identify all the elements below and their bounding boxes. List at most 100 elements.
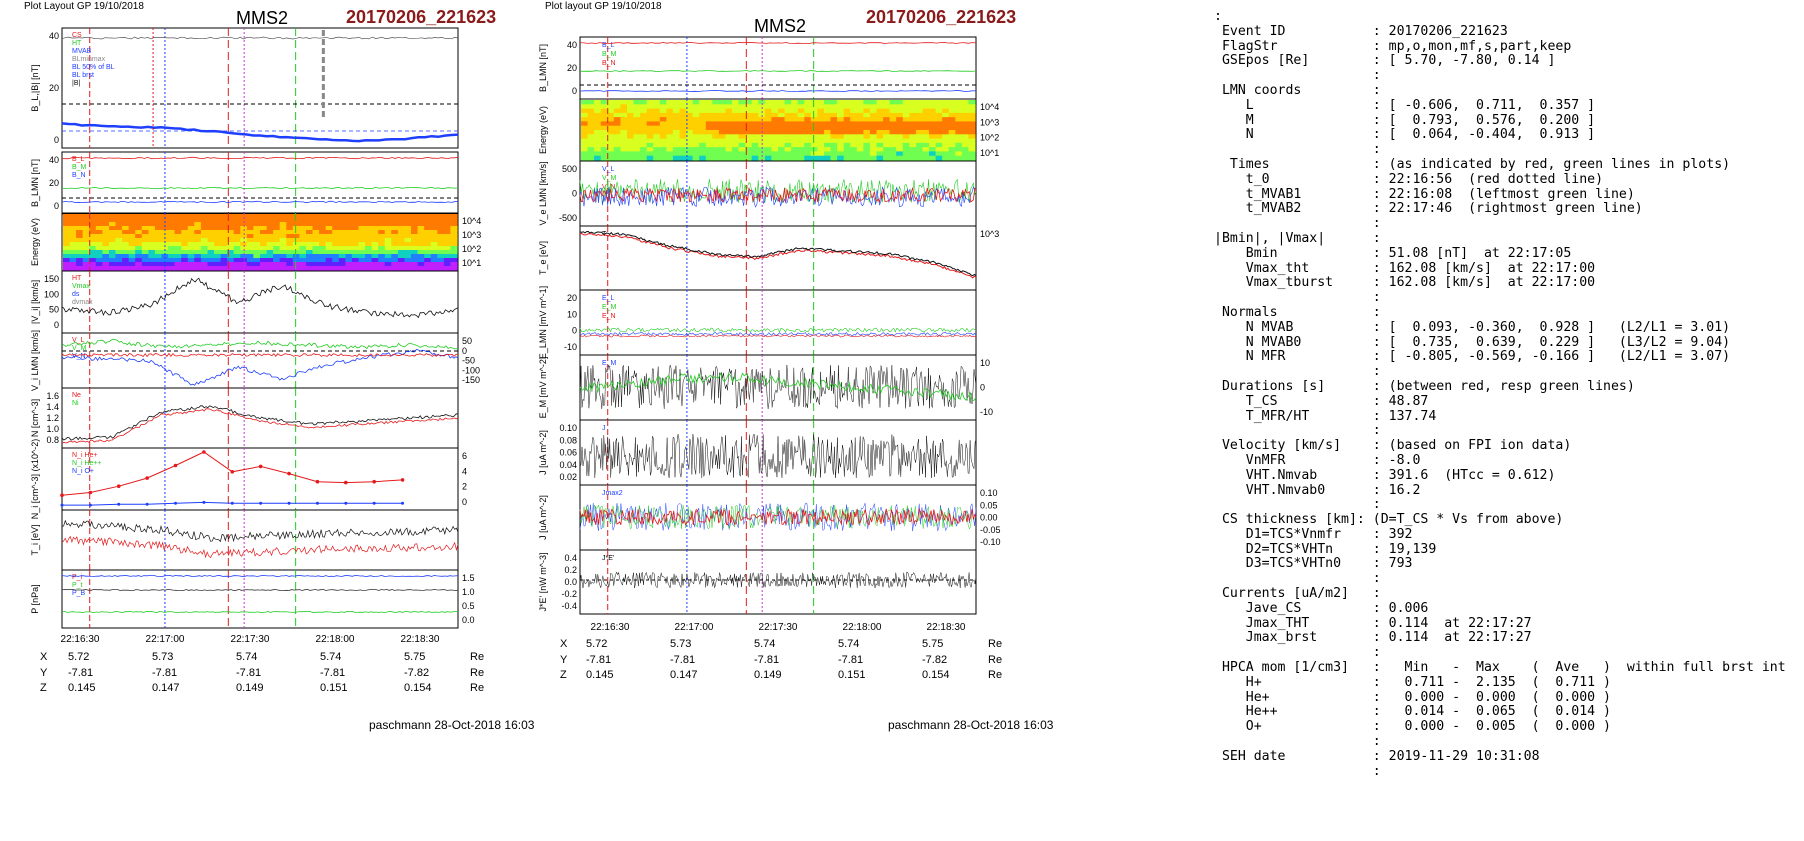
spectrogram-cell [837,155,845,161]
spectrogram-cell [200,234,209,239]
spectrogram-cell [299,262,307,267]
spectrogram-cell [319,246,327,251]
spectrogram-cell [332,242,340,247]
spectrogram-cell [345,250,353,255]
panel-ylabel: E_LMN [mV m^-1] [538,286,548,359]
spectrogram-cell [771,112,779,118]
spectrogram-cell [338,246,346,251]
spectrogram-cell [607,155,615,161]
spectrogram-cell [692,138,700,144]
spectrogram-cell [384,266,392,271]
spectrogram-cell [378,266,386,271]
spectrogram-cell [312,246,320,251]
spectrogram-cell [351,226,360,231]
spectrogram-cell [718,130,727,135]
spectrogram-cell [666,147,674,152]
spectrogram-cell [725,134,733,140]
spectrogram-cell [325,238,333,243]
info-line: L : [ -0.606, 0.711, 0.357 ] [1214,97,1596,113]
spectrogram-cell [843,134,851,140]
spectrogram-cell [718,134,727,140]
spectrogram-cell [240,234,248,239]
spectrogram-cell [246,242,255,247]
spectrogram-cell [810,134,818,140]
spectrogram-cell [672,117,681,122]
spectrogram-cell [784,130,792,135]
middle-plot-header: Plot layout GP 19/10/2018 [545,1,662,12]
spectrogram-cell [325,242,333,247]
spectrogram-cell [351,250,360,255]
spectrogram-cell [686,130,694,135]
spectrogram-cell [791,100,799,105]
spectrogram-cell [168,266,176,271]
spectrogram-cell [69,246,77,251]
spectrogram-cell [69,266,77,271]
spectrogram-cell [679,151,687,157]
spectrogram-cell [122,238,130,243]
spectrogram-cell [686,104,694,110]
spectrogram-cell [371,258,379,263]
spectrogram-cell [187,254,195,259]
position-value: 5.74 [236,651,258,663]
spectrogram-cell [424,258,432,263]
position-value: 5.73 [152,651,174,663]
spectrogram-cell [955,155,963,161]
spectrogram-cell [771,125,779,131]
spectrogram-cell [76,250,84,255]
spectrogram-cell [909,108,917,114]
spectrogram-cell [404,242,412,247]
spectrogram-cell [692,121,700,127]
spectrogram-cell [692,142,700,148]
legend-entry: Jmax2 [602,490,623,497]
spectrogram-cell [450,218,458,223]
spectrogram-cell [640,155,648,161]
spectrogram-cell [738,100,746,105]
position-value: -7.81 [320,666,346,679]
spectrogram-cell [417,266,425,271]
spectrogram-cell [122,242,130,247]
spectrogram-cell [883,125,891,131]
position-value: 0.147 [152,682,180,694]
spectrogram-cell [686,147,694,152]
spectrogram-cell [778,121,786,127]
spectrogram-cell [437,234,445,239]
spectrogram-cell [194,238,202,243]
spectrogram-cell [640,125,648,131]
y-tick-label: 10^1 [980,148,999,158]
spectrogram-cell [587,112,595,118]
spectrogram-cell [240,258,248,263]
spectrogram-cell [942,112,950,118]
spectrogram-cell [128,234,136,239]
spectrogram-cell [699,155,707,161]
bl-brst-line [61,122,459,143]
spectrogram-cell [128,242,136,247]
spectrogram-cell [338,238,346,243]
spectrogram-cell [581,100,589,105]
spectrogram-cell [935,117,943,122]
spectrogram-cell [214,218,222,223]
spectrogram-cell [929,108,937,114]
spectrogram-cell [712,104,720,110]
spectrogram-cell [613,138,621,144]
spectrogram-cell [712,151,720,157]
spectrogram-cell [863,121,871,127]
position-row-label: X [40,651,48,663]
y-tick-label: 10^4 [980,102,999,112]
spectrogram-cell [332,218,340,223]
spectrogram-cell [889,121,897,127]
spectrogram-cell [161,258,169,263]
spectrogram-cell [266,238,274,243]
spectrogram-cell [161,266,169,271]
spectrogram-cell [332,238,340,243]
spectrogram-cell [909,104,917,110]
spectrogram-cell [843,138,851,144]
spectrogram-cell [200,214,209,219]
spectrogram-cell [581,138,589,144]
spectrogram-cell [640,117,648,122]
spectrogram-cell [109,246,117,251]
spectrogram-cell [371,234,379,239]
spectrogram-cell [640,147,648,152]
middle-plot-event: 20170206_221623 [866,7,1017,27]
spectrogram-cell [968,125,976,131]
spectrogram-cell [745,155,753,161]
